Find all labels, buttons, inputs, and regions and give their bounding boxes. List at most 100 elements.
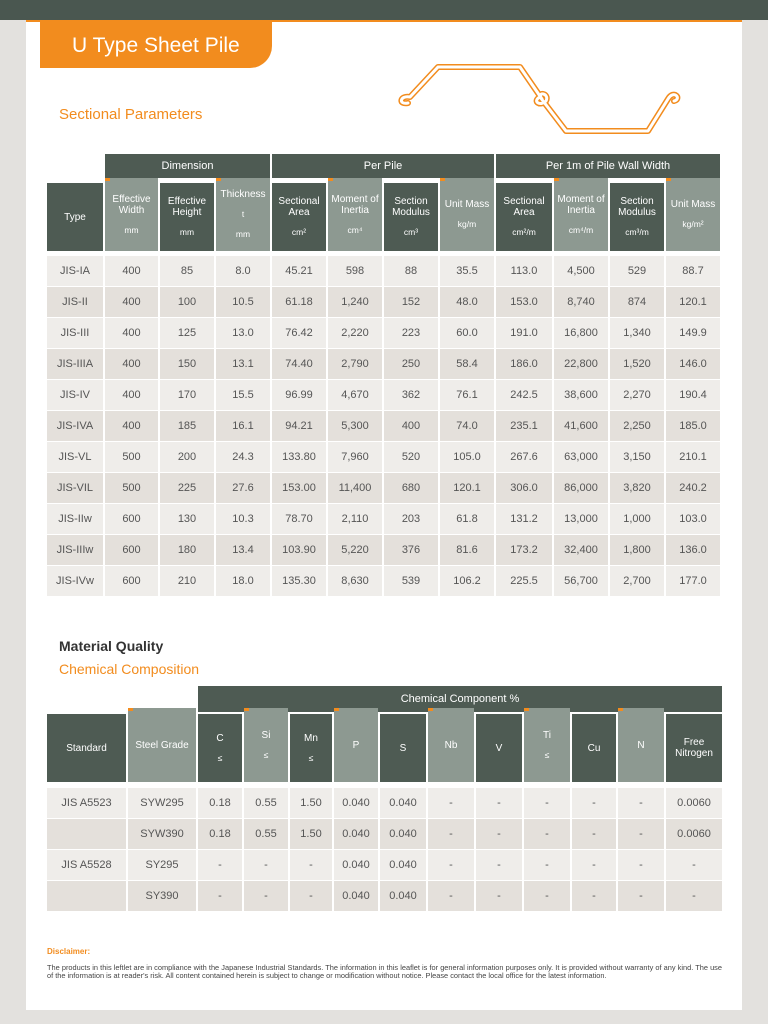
header-accent	[328, 178, 333, 181]
cell-value: 225	[177, 482, 197, 494]
header-accent	[666, 178, 671, 181]
table-cell: 13,000	[554, 504, 608, 534]
cell-value: 0.55	[255, 828, 277, 840]
cell-value: 81.6	[456, 544, 478, 556]
table-cell: 135.30	[272, 566, 326, 596]
row-label: JIS A5523	[61, 797, 112, 809]
table-cell: 0.040	[334, 819, 378, 849]
table-cell: 13.0	[216, 318, 270, 348]
cell-value: 16.1	[232, 420, 254, 432]
cell-value: 35.5	[456, 265, 478, 277]
column-name: Free Nitrogen	[675, 737, 713, 759]
cell-value: 153.0	[510, 296, 538, 308]
cell-value: 2,110	[341, 513, 369, 525]
table-cell: 680	[384, 473, 438, 503]
table-cell: 1.50	[290, 788, 332, 818]
cell-value: 120.1	[453, 482, 481, 494]
table-cell: 600	[105, 535, 158, 565]
cell-value: 130	[177, 513, 197, 525]
cell-value: -	[449, 797, 453, 809]
table-cell	[47, 819, 126, 849]
cell-value: -	[592, 890, 596, 902]
table-cell: 94.21	[272, 411, 326, 441]
cell-value: 13.1	[232, 358, 254, 370]
table-cell: 400	[105, 318, 158, 348]
cell-value: 186.0	[510, 358, 538, 370]
cell-value: 152	[401, 296, 421, 308]
cell-value: 173.2	[510, 544, 538, 556]
cell-value: 22,800	[564, 358, 598, 370]
table-cell: 177.0	[666, 566, 720, 596]
table-cell: 0.0060	[666, 819, 722, 849]
cell-value: 600	[122, 513, 141, 525]
table-cell: 88	[384, 256, 438, 286]
header-accent	[216, 178, 221, 181]
cell-value: -	[639, 828, 643, 840]
table-cell: 400	[384, 411, 438, 441]
table-cell: -	[524, 788, 570, 818]
table-cell: 2,110	[328, 504, 382, 534]
cell-value: 120.1	[679, 296, 707, 308]
cell-value: 41,600	[564, 420, 598, 432]
cell-value: 4,670	[341, 389, 369, 401]
group-label: Per 1m of Pile Wall Width	[545, 159, 671, 172]
table-cell: 120.1	[666, 287, 720, 317]
table-cell: 32,400	[554, 535, 608, 565]
cell-value: 185.0	[679, 420, 707, 432]
table-cell: SY390	[128, 881, 196, 911]
table-cell: JIS-IVw	[47, 566, 103, 596]
table-cell: 4,500	[554, 256, 608, 286]
header-accent	[618, 708, 623, 711]
cell-value: 520	[401, 451, 421, 463]
table-cell: 235.1	[496, 411, 552, 441]
table-cell: -	[524, 850, 570, 880]
column-header: Ti ≤	[524, 708, 570, 782]
cell-value: 96.99	[285, 389, 313, 401]
cell-value: 680	[401, 482, 421, 494]
cell-value: 13,000	[564, 513, 598, 525]
table-cell: 306.0	[496, 473, 552, 503]
table-cell: -	[666, 881, 722, 911]
table-cell: 400	[105, 256, 158, 286]
cell-value: 133.80	[282, 451, 316, 463]
cell-value: 18.0	[232, 575, 254, 587]
column-name: Standard	[66, 742, 107, 754]
table-cell: -	[572, 881, 616, 911]
column-name: Nb	[444, 739, 458, 751]
cell-value: 3,820	[623, 482, 651, 494]
cell-value: 362	[401, 389, 421, 401]
table-cell: 0.040	[334, 788, 378, 818]
column-name: Cu	[587, 742, 601, 754]
cell-value: -	[218, 890, 222, 902]
group-label: Chemical Component %	[400, 692, 520, 705]
table-cell: -	[428, 881, 474, 911]
cell-value: 0.55	[255, 797, 277, 809]
cell-value: 0.040	[389, 828, 417, 840]
column-name: Moment of Inertia	[331, 193, 379, 216]
cell-value: 200	[177, 451, 197, 463]
cell-value: 223	[401, 327, 421, 339]
cell-value: 0.040	[389, 859, 417, 871]
cell-value: 306.0	[510, 482, 538, 494]
cell-value: 0.040	[389, 890, 417, 902]
cell-value: 600	[122, 575, 141, 587]
column-unit: cm⁴	[347, 224, 363, 235]
cell-value: 240.2	[679, 482, 707, 494]
cell-value: 400	[401, 420, 421, 432]
cell-value: 190.4	[679, 389, 707, 401]
table-cell: 2,700	[610, 566, 664, 596]
table-cell: 400	[105, 411, 158, 441]
column-unit: cm²/m	[512, 227, 536, 237]
cell-value: 210	[177, 575, 197, 587]
cell-value: 131.2	[510, 513, 538, 525]
cell-value: 0.18	[209, 828, 231, 840]
column-name: P	[352, 739, 360, 751]
table-cell: 8.0	[216, 256, 270, 286]
cell-value: 32,400	[564, 544, 598, 556]
table-cell: 76.1	[440, 380, 494, 410]
table-cell: 200	[160, 442, 214, 472]
table-cell: -	[244, 850, 288, 880]
column-name: Moment of Inertia	[557, 193, 605, 216]
cell-value: 1,000	[623, 513, 651, 525]
table-cell: 13.1	[216, 349, 270, 379]
